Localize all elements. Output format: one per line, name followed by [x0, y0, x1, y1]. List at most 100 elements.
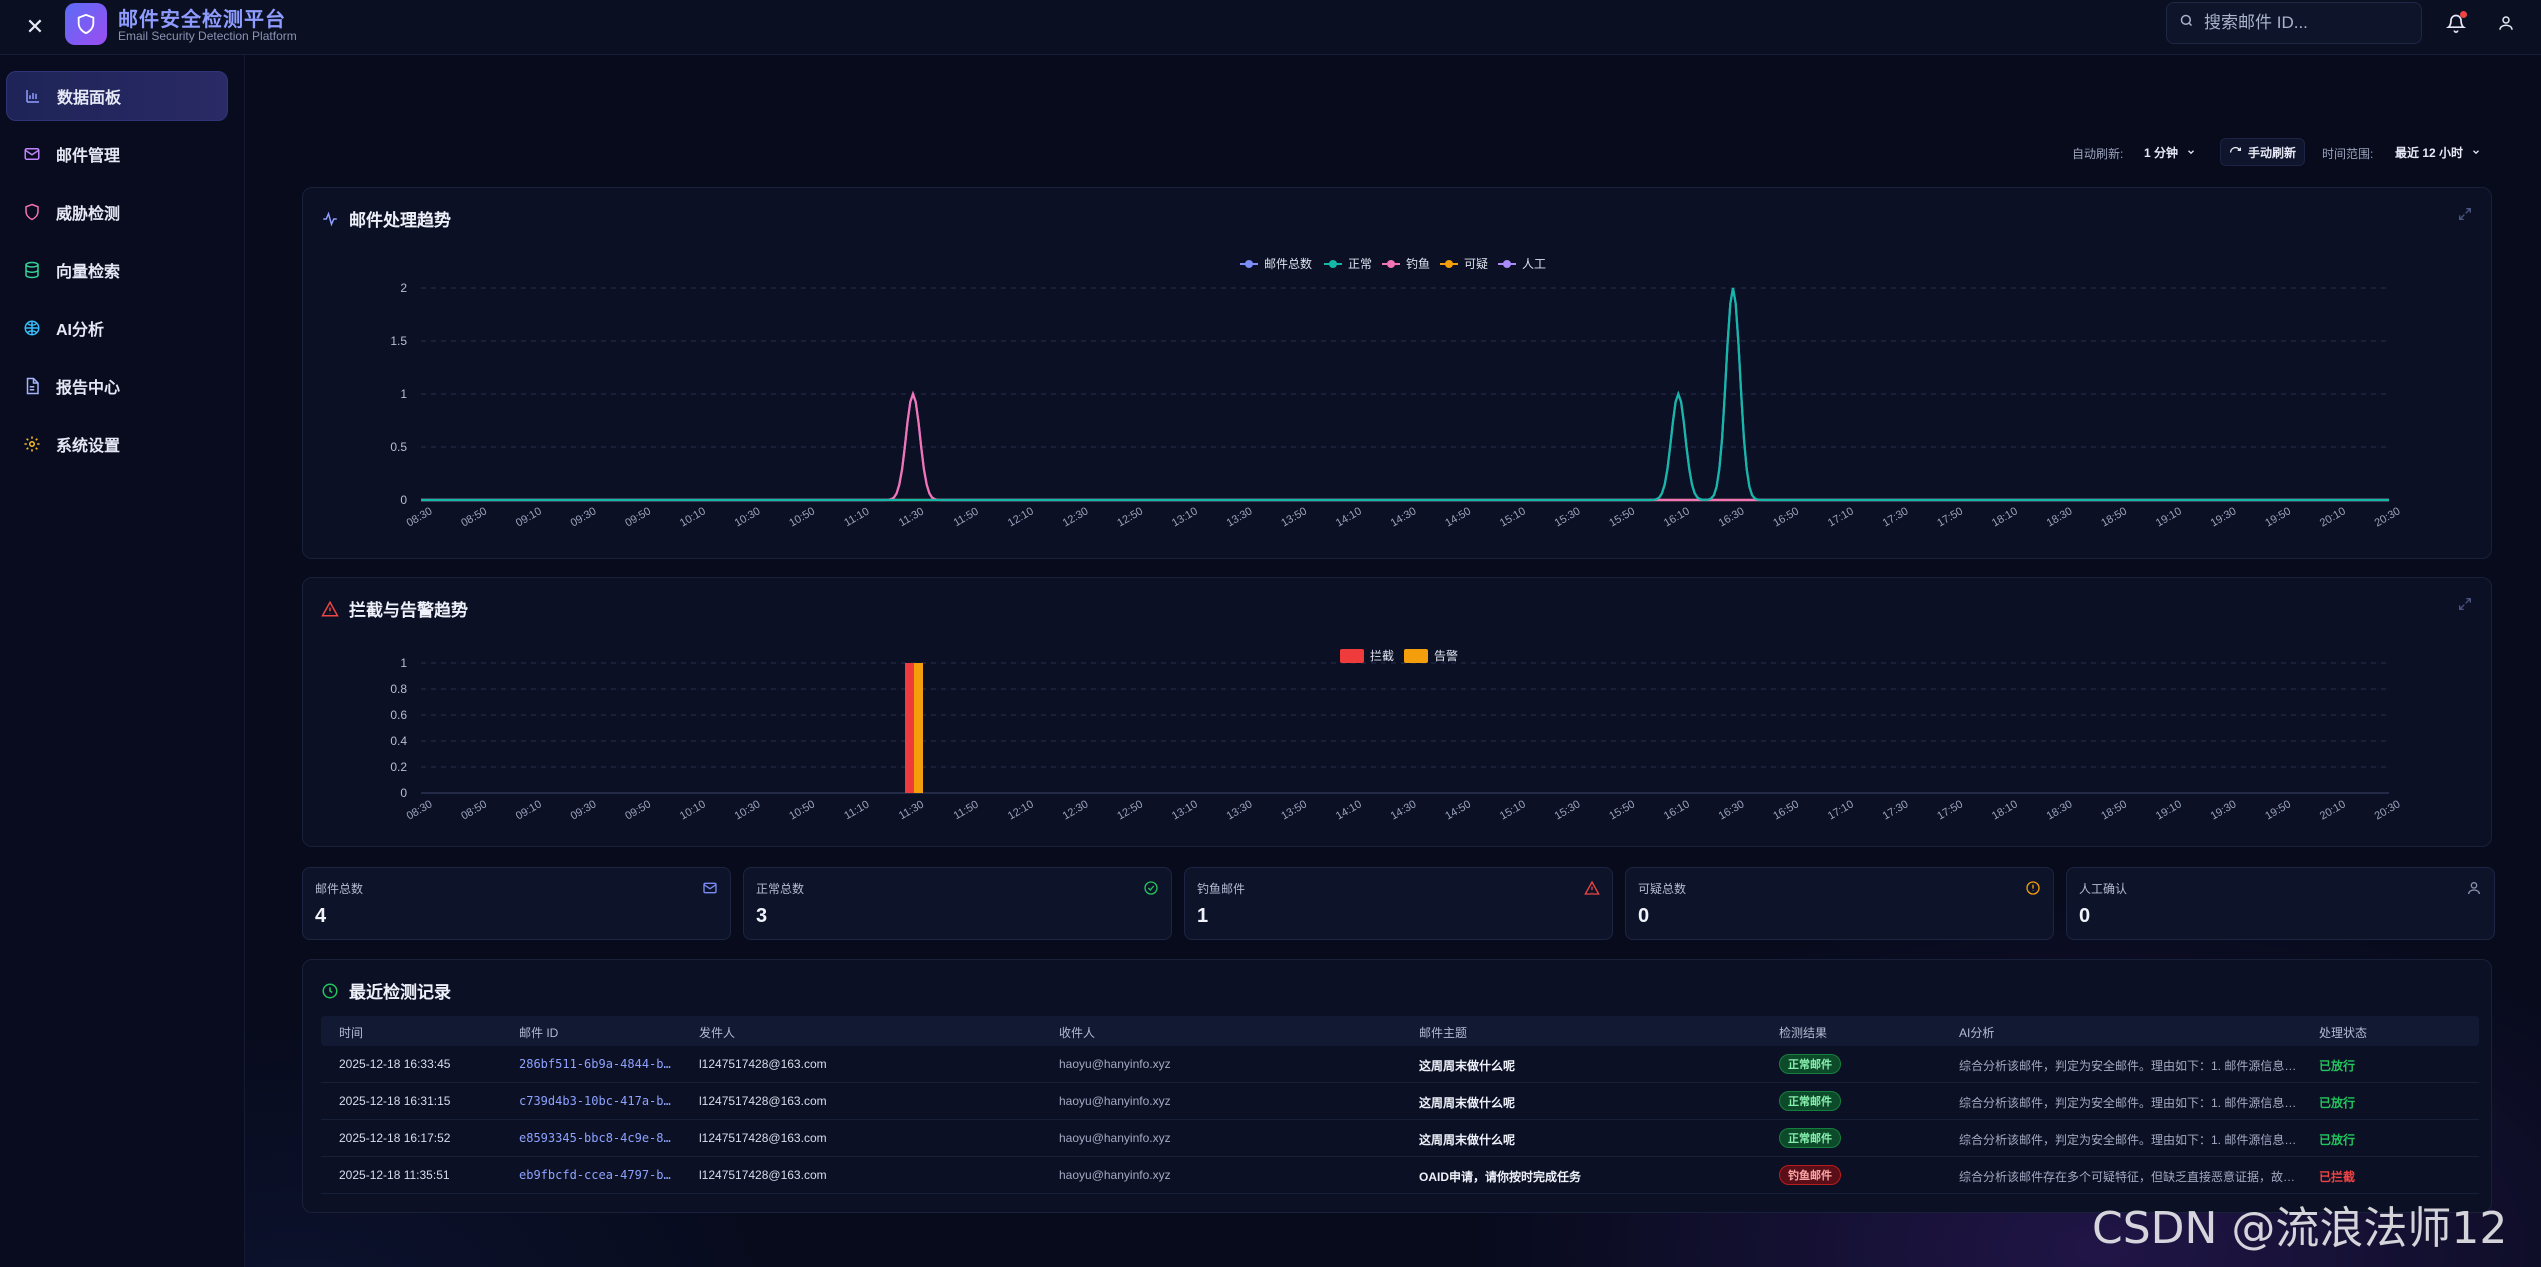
legend-item: 正常	[1324, 257, 1372, 271]
user-icon	[2468, 882, 2480, 895]
block-title-text: 拦截与告警趋势	[349, 601, 468, 620]
sidebar-item-6[interactable]: 系统设置	[6, 419, 228, 469]
cell-ai-analysis: 综合分析该邮件，判定为安全邮件。理由如下：1. 邮件源信息…	[1959, 1133, 2297, 1147]
x-tick-label: 11:10	[842, 506, 871, 530]
x-tick-label: 18:10	[1990, 798, 2020, 822]
bell-icon	[2446, 14, 2466, 33]
table-row[interactable]: 2025-12-18 11:35:51 eb9fbcfd-ccea-4797-b…	[321, 1157, 2479, 1194]
svg-text:告警: 告警	[1434, 648, 1458, 663]
sidebar-item-1[interactable]: 邮件管理	[6, 129, 228, 179]
stat-label: 钓鱼邮件	[1197, 882, 1246, 896]
time-range-select[interactable]: 最近 12 小时	[2385, 138, 2491, 166]
x-tick-label: 16:10	[1662, 798, 1692, 822]
gear-icon	[22, 434, 42, 454]
y-tick-label: 0.4	[390, 734, 407, 748]
x-tick-label: 19:50	[2263, 798, 2293, 822]
column-header: 收件人	[1059, 1026, 1096, 1040]
check-circle-icon	[1144, 881, 1158, 895]
stat-card: 正常总数 3	[743, 867, 1172, 940]
y-tick-label: 0	[400, 786, 407, 800]
records-panel: 最近检测记录 时间 邮件 ID 发件人 收件人 邮件主题 检测结果 AI分析 处理状态 202…	[302, 959, 2492, 1213]
table-row[interactable]: 2025-12-18 16:33:45 286bf511-6b9a-4844-b…	[321, 1046, 2479, 1083]
brain-icon	[22, 318, 42, 338]
user-button[interactable]	[2493, 10, 2519, 36]
sidebar-item-4[interactable]: AI分析	[6, 303, 228, 353]
search-input[interactable]	[2204, 13, 2404, 33]
cell-sender: l1247517428@163.com	[699, 1168, 827, 1182]
column-header: 邮件 ID	[519, 1026, 559, 1040]
sidebar-item-5[interactable]: 报告中心	[6, 361, 228, 411]
y-tick-label: 1	[400, 656, 407, 670]
cell-email-id[interactable]: e8593345-bbc8-4c9e-8…	[519, 1131, 671, 1145]
x-tick-label: 19:30	[2209, 798, 2239, 822]
sidebar-item-label: 报告中心	[56, 380, 121, 397]
x-tick-label: 09:50	[623, 505, 653, 529]
x-tick-label: 13:10	[1170, 505, 1200, 529]
cell-email-id[interactable]: c739d4b3-10bc-417a-b…	[519, 1094, 671, 1108]
cell-subject: 这周周末做什么呢	[1419, 1096, 1516, 1110]
block-panel-title: 拦截与告警趋势	[321, 596, 468, 621]
x-tick-label: 11:10	[842, 799, 871, 823]
result-badge: 正常邮件	[1779, 1054, 1841, 1074]
bar-chart-icon	[23, 86, 43, 106]
table-row[interactable]: 2025-12-18 16:17:52 e8593345-bbc8-4c9e-8…	[321, 1120, 2479, 1157]
sidebar-item-3[interactable]: 向量检索	[6, 245, 228, 295]
x-tick-label: 19:10	[2154, 798, 2184, 822]
cell-time: 2025-12-18 16:33:45	[339, 1057, 451, 1071]
legend-item: 人工	[1498, 257, 1546, 271]
shield-icon	[22, 202, 42, 222]
x-tick-label: 12:10	[1006, 798, 1036, 822]
x-tick-label: 17:30	[1881, 798, 1911, 822]
sidebar-item-label: 系统设置	[56, 438, 121, 455]
block-bar-chart: 0 0.2 0.4 0.6 0.8 1 08:30 08:50 09:10 09:30 09:50 1…	[390, 648, 2403, 823]
chevron-down-icon	[2473, 150, 2479, 155]
expand-icon[interactable]	[2457, 206, 2473, 222]
x-tick-label: 12:10	[1006, 505, 1036, 529]
x-tick-label: 19:30	[2209, 505, 2239, 529]
x-tick-label: 15:10	[1498, 505, 1528, 529]
y-tick-label: 0.8	[390, 682, 407, 696]
sidebar-item-0[interactable]: 数据面板	[6, 71, 228, 121]
cell-email-id[interactable]: 286bf511-6b9a-4844-b…	[519, 1057, 671, 1071]
notification-button[interactable]	[2443, 10, 2469, 36]
x-tick-label: 17:10	[1826, 798, 1856, 822]
cell-recipient: haoyu@hanyinfo.xyz	[1059, 1094, 1171, 1108]
x-tick-label: 20:10	[2318, 798, 2348, 822]
svg-text:钓鱼: 钓鱼	[1406, 257, 1430, 271]
auto-refresh-value: 1 分钟	[2144, 145, 2179, 160]
column-header: AI分析	[1959, 1026, 1995, 1040]
top-header: ✕ 邮件安全检测平台 Email Security Detection Plat…	[0, 0, 2541, 55]
x-tick-label: 09:50	[623, 798, 653, 822]
manual-refresh-button[interactable]: 手动刷新	[2220, 138, 2306, 166]
x-tick-label: 13:50	[1279, 505, 1309, 529]
x-tick-label: 20:10	[2318, 505, 2348, 529]
time-range-label: 时间范围:	[2322, 147, 2374, 161]
stat-label: 邮件总数	[315, 882, 364, 896]
table-row[interactable]: 2025-12-18 16:31:15 c739d4b3-10bc-417a-b…	[321, 1083, 2479, 1120]
svg-text:拦截: 拦截	[1370, 649, 1394, 663]
auto-refresh-select[interactable]: 1 分钟	[2134, 138, 2206, 166]
x-tick-label: 20:30	[2373, 798, 2403, 822]
cell-time: 2025-12-18 11:35:51	[339, 1168, 450, 1182]
notification-dot	[2460, 11, 2467, 18]
cell-email-id[interactable]: eb9fbcfd-ccea-4797-b…	[519, 1168, 671, 1182]
x-tick-label: 11:30	[897, 799, 926, 823]
x-tick-label: 13:30	[1225, 505, 1255, 529]
legend-item: 邮件总数	[1240, 256, 1312, 271]
y-tick-label: 0.6	[390, 708, 407, 722]
close-button[interactable]: ✕	[25, 14, 45, 39]
search-box[interactable]	[2166, 2, 2422, 44]
stat-label: 正常总数	[756, 882, 805, 896]
sidebar-item-2[interactable]: 威胁检测	[6, 187, 228, 237]
x-tick-label: 18:30	[2045, 798, 2075, 822]
activity-icon	[323, 211, 337, 226]
x-tick-label: 14:30	[1389, 505, 1419, 529]
legend-item: 可疑	[1440, 256, 1488, 271]
svg-text:人工: 人工	[1522, 257, 1546, 271]
records-title-text: 最近检测记录	[349, 983, 451, 1002]
x-tick-label: 10:30	[733, 798, 763, 822]
app-subtitle: Email Security Detection Platform	[118, 29, 297, 43]
stat-card: 邮件总数 4	[302, 867, 731, 940]
expand-icon[interactable]	[2457, 596, 2473, 612]
cell-ai-analysis: 综合分析该邮件，判定为安全邮件。理由如下：1. 邮件源信息…	[1959, 1096, 2297, 1110]
